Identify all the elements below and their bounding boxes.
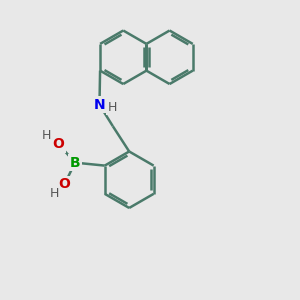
Text: B: B (70, 156, 80, 170)
Text: H: H (50, 187, 59, 200)
Text: N: N (94, 98, 105, 112)
Text: O: O (59, 177, 70, 191)
Text: H: H (41, 129, 51, 142)
Text: O: O (53, 137, 64, 151)
Text: H: H (107, 101, 117, 114)
